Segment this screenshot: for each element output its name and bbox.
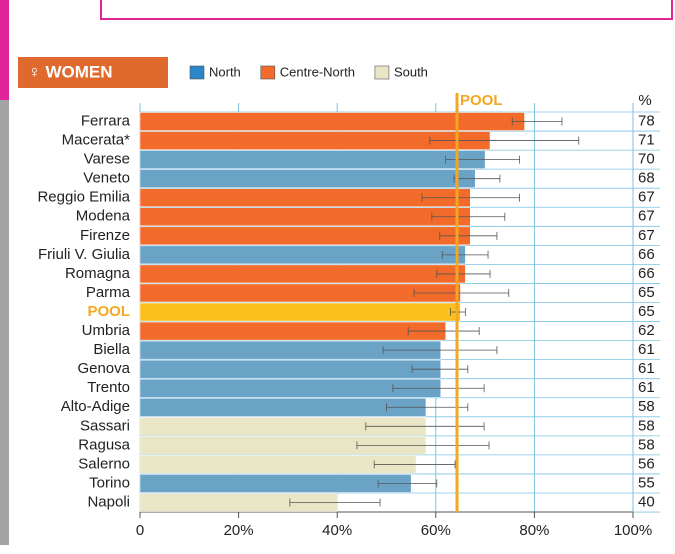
category-label: Parma [86,284,131,301]
legend-label: Centre-North [280,64,355,79]
value-label: 68 [638,170,655,187]
value-label: 67 [638,227,655,244]
chart-title: ♀ WOMEN [28,62,113,81]
bar [139,245,466,265]
x-tick-label: 60% [421,522,451,539]
value-label: 62 [638,322,655,339]
category-label: Napoli [87,493,130,510]
category-label: Alto-Adige [61,398,130,415]
bar [139,264,466,284]
value-label: 66 [638,246,655,263]
legend-swatch [189,65,205,80]
value-label: 78 [638,112,655,129]
side-stripe [0,100,9,545]
value-label: 67 [638,189,655,206]
category-label: Ragusa [78,436,130,453]
bar [139,283,461,303]
bar [139,226,471,246]
legend-swatch [260,65,276,80]
x-tick-label: 80% [519,522,549,539]
category-label: Romagna [65,265,131,282]
category-label: Genova [77,360,130,377]
category-label: Reggio Emilia [37,189,130,206]
bar [139,321,446,341]
value-label: 58 [638,398,655,415]
category-label: Varese [84,151,130,168]
x-tick-label: 100% [614,522,652,539]
title-box [18,57,168,88]
category-label: Ferrara [81,112,131,129]
value-label: 66 [638,265,655,282]
category-label: Macerata* [62,132,131,149]
category-label: POOL [87,303,130,320]
bar [139,474,412,493]
category-label: Modena [76,208,131,225]
bar [139,150,486,169]
legend-label: South [394,64,428,79]
x-tick-label: 0 [136,522,144,539]
category-label: Sassari [80,417,130,434]
value-label: 71 [638,132,655,149]
bar [139,169,476,188]
reference-label: POOL [460,92,503,109]
category-label: Umbria [82,322,131,339]
value-label: 61 [638,379,655,396]
category-label: Trento [87,379,130,396]
value-label: 56 [638,455,655,472]
value-label: 70 [638,151,655,168]
value-label: 58 [638,417,655,434]
value-label: 55 [638,474,655,491]
value-label: 61 [638,341,655,358]
category-label: Firenze [80,227,130,244]
bar [139,112,525,131]
value-label: 65 [638,303,655,320]
x-tick-label: 40% [322,522,352,539]
value-label: 40 [638,493,655,510]
unit-label: % [638,92,651,109]
bar [139,302,461,322]
bar [139,398,427,417]
legend-swatch [374,65,390,80]
bar [139,207,471,227]
category-label: Veneto [83,170,130,187]
legend-label: North [209,64,241,79]
side-stripe [0,0,9,100]
bar [139,188,471,207]
value-label: 67 [638,208,655,225]
x-tick-label: 20% [224,522,254,539]
bar [139,359,441,379]
category-label: Salerno [78,455,130,472]
top-frame [100,0,673,20]
category-label: Friuli V. Giulia [38,246,131,263]
category-label: Torino [89,474,130,491]
value-label: 58 [638,436,655,453]
value-label: 65 [638,284,655,301]
category-label: Biella [93,341,130,358]
value-label: 61 [638,360,655,377]
